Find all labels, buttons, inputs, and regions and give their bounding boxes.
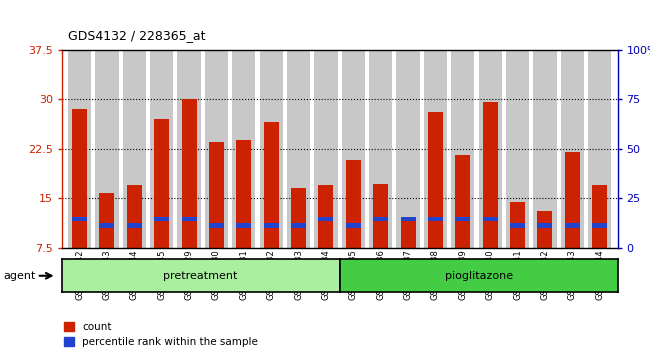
Bar — [259, 50, 283, 248]
Bar — [478, 50, 502, 248]
Text: pretreatment: pretreatment — [164, 271, 238, 281]
Bar — [287, 50, 310, 248]
Bar — [346, 223, 361, 228]
Bar — [318, 185, 333, 248]
Bar — [154, 217, 169, 221]
Bar — [373, 217, 388, 221]
Text: pioglitazone: pioglitazone — [445, 271, 513, 281]
Bar — [150, 50, 174, 248]
Bar — [123, 50, 146, 248]
Bar — [154, 119, 169, 248]
Bar — [291, 223, 306, 228]
Bar — [400, 221, 415, 248]
Bar — [565, 223, 580, 228]
Bar — [209, 223, 224, 228]
Bar — [428, 217, 443, 221]
Bar — [264, 122, 279, 248]
Bar — [588, 50, 612, 248]
Bar — [483, 102, 498, 248]
Bar — [451, 50, 474, 248]
Text: agent: agent — [3, 271, 36, 281]
Bar — [506, 50, 529, 248]
Bar — [533, 50, 556, 248]
Bar — [428, 112, 443, 248]
Bar — [346, 160, 361, 248]
Bar — [127, 223, 142, 228]
Bar — [181, 99, 196, 248]
Bar — [177, 50, 201, 248]
Bar — [400, 217, 415, 221]
Bar — [99, 193, 114, 248]
Bar — [264, 223, 279, 228]
Bar — [72, 109, 87, 248]
Bar — [510, 223, 525, 228]
Legend: count, percentile rank within the sample: count, percentile rank within the sample — [64, 322, 258, 347]
Bar — [538, 211, 552, 248]
Bar — [318, 217, 333, 221]
Bar — [315, 50, 337, 248]
Bar — [561, 50, 584, 248]
Bar — [592, 185, 607, 248]
Bar — [369, 50, 393, 248]
Text: GDS4132 / 228365_at: GDS4132 / 228365_at — [68, 29, 206, 42]
Bar — [455, 217, 471, 221]
Bar — [510, 201, 525, 248]
Bar — [396, 50, 420, 248]
Bar — [373, 184, 388, 248]
Bar — [291, 188, 306, 248]
Bar — [99, 223, 114, 228]
Bar — [72, 217, 87, 221]
Bar — [232, 50, 255, 248]
Bar — [592, 223, 607, 228]
Bar — [565, 152, 580, 248]
Bar — [205, 50, 228, 248]
Bar — [209, 142, 224, 248]
Bar — [96, 50, 118, 248]
Bar — [237, 140, 252, 248]
Bar — [455, 155, 471, 248]
Bar — [483, 217, 498, 221]
Bar — [237, 223, 252, 228]
Bar — [127, 185, 142, 248]
Bar — [538, 223, 552, 228]
Bar — [424, 50, 447, 248]
Bar — [68, 50, 91, 248]
Bar — [181, 217, 196, 221]
Bar — [342, 50, 365, 248]
